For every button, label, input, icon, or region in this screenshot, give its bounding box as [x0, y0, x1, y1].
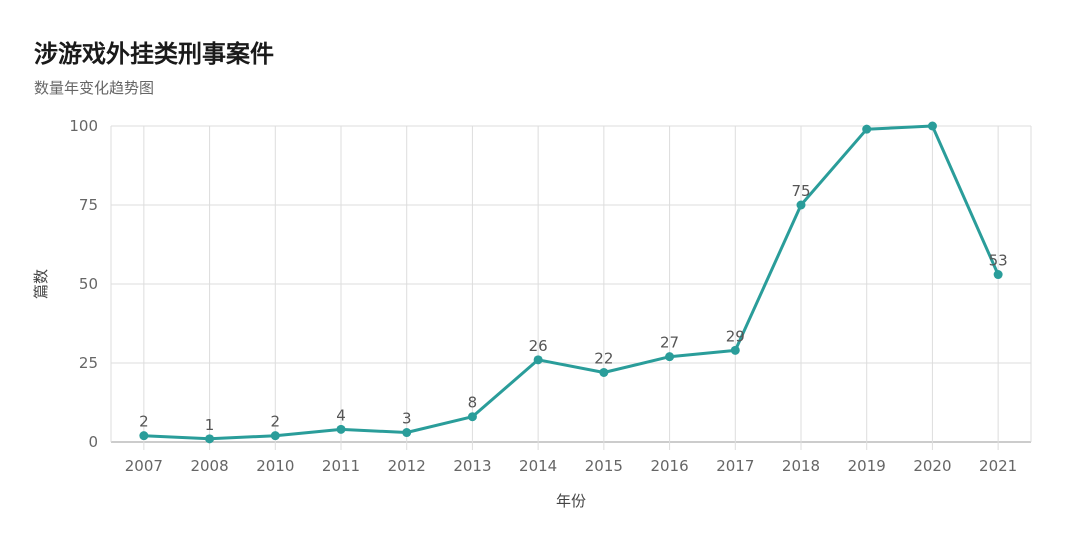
- x-tick-label: 2019: [848, 457, 886, 475]
- data-point: [862, 124, 872, 134]
- data-label: 22: [594, 349, 613, 367]
- y-tick-label: 0: [88, 433, 98, 451]
- data-point: [336, 424, 346, 434]
- x-tick-label: 2008: [190, 457, 228, 475]
- data-label: 1: [205, 416, 215, 434]
- data-point: [599, 367, 609, 377]
- x-tick-label: 2017: [716, 457, 754, 475]
- y-tick-label: 75: [79, 196, 98, 214]
- x-tick-label: 2011: [322, 457, 360, 475]
- x-tick-label: 2015: [585, 457, 623, 475]
- x-tick-label: 2021: [979, 457, 1017, 475]
- data-point: [139, 431, 149, 441]
- x-tick-label: 2016: [650, 457, 688, 475]
- data-label: 29: [726, 327, 745, 345]
- data-label: 75: [791, 182, 810, 200]
- chart-title: 涉游戏外挂类刑事案件: [34, 40, 274, 68]
- x-tick-label: 2010: [256, 457, 294, 475]
- data-point: [205, 434, 215, 444]
- data-point: [927, 121, 937, 131]
- data-label: 8: [468, 394, 478, 412]
- data-point: [796, 200, 806, 210]
- x-tick-label: 2013: [453, 457, 491, 475]
- data-point: [665, 352, 675, 362]
- x-tick-label: 2007: [125, 457, 163, 475]
- data-label: 2: [139, 413, 149, 431]
- data-label: 27: [660, 334, 679, 352]
- data-point: [467, 412, 477, 422]
- data-point: [402, 428, 412, 438]
- x-tick-label: 2020: [913, 457, 951, 475]
- y-tick-label: 50: [79, 275, 98, 293]
- x-tick-label: 2014: [519, 457, 557, 475]
- y-tick-label: 25: [79, 354, 98, 372]
- y-tick-label: 100: [69, 117, 98, 135]
- data-point: [533, 355, 543, 365]
- data-point: [993, 270, 1003, 280]
- data-label: 53: [989, 252, 1008, 270]
- x-tick-label: 2018: [782, 457, 820, 475]
- y-axis-title: 篇数: [32, 269, 50, 299]
- data-label: 26: [529, 337, 548, 355]
- x-axis-title: 年份: [556, 492, 586, 510]
- data-label: 4: [336, 406, 346, 424]
- series-line: [143, 124, 1000, 441]
- data-label: 2: [271, 413, 281, 431]
- x-tick-label: 2012: [388, 457, 426, 475]
- data-label: 3: [402, 410, 412, 428]
- chart-subtitle: 数量年变化趋势图: [34, 79, 155, 97]
- data-point: [730, 345, 740, 355]
- data-point: [270, 431, 280, 441]
